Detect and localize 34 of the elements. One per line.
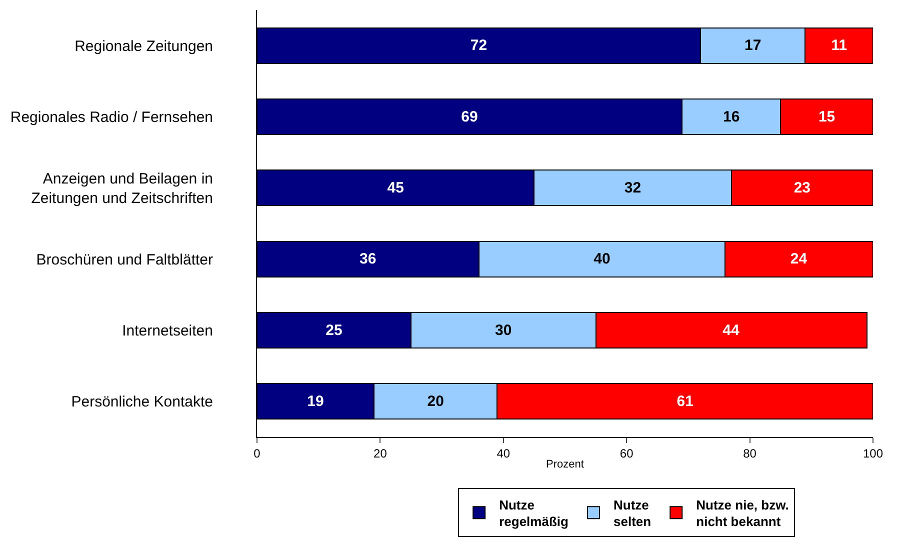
x-axis-title: Prozent: [546, 458, 584, 471]
data-label: 61: [676, 392, 694, 410]
data-label: 69: [461, 108, 478, 126]
data-label: 19: [307, 392, 324, 410]
x-tick-label: 100: [862, 446, 884, 460]
y-tick-label: Regionale Zeitungen: [74, 38, 213, 55]
x-tick-label: 40: [496, 446, 510, 460]
legend-label: Nutze selten: [614, 497, 652, 530]
legend-label: Nutze regelmäßig: [499, 497, 569, 530]
y-tick-label: Broschüren und Faltblätter: [36, 251, 213, 268]
data-label: 40: [594, 250, 610, 268]
y-tick-label: Regionales Radio / Fernsehen: [10, 109, 213, 126]
data-label: 36: [360, 250, 376, 268]
data-label: 20: [427, 392, 444, 410]
data-label: 15: [818, 108, 836, 126]
y-tick-label: Persönliche Kontakte: [71, 394, 213, 411]
y-tick-label: Anzeigen und Beilagen in Zeitungen und Zeitschriften: [31, 170, 213, 207]
x-tick-label: 80: [743, 446, 757, 460]
data-label: 25: [326, 322, 342, 339]
data-label: 30: [495, 322, 512, 339]
data-label: 32: [624, 179, 642, 196]
data-label: 23: [794, 179, 811, 196]
data-label: 24: [790, 250, 808, 268]
x-tick-label: 20: [374, 446, 388, 460]
data-label: 16: [722, 108, 740, 126]
y-tick-label: Internetseiten: [122, 322, 213, 340]
data-label: 45: [387, 179, 404, 196]
x-tick-label: 0: [254, 446, 261, 460]
data-label: 17: [744, 37, 762, 54]
data-label: 72: [470, 37, 488, 54]
x-tick-label: 60: [620, 446, 634, 460]
legend-label: Nutze nie, bzw. nicht bekannt: [696, 497, 789, 530]
data-label: 11: [831, 37, 848, 54]
data-label: 44: [722, 322, 740, 339]
